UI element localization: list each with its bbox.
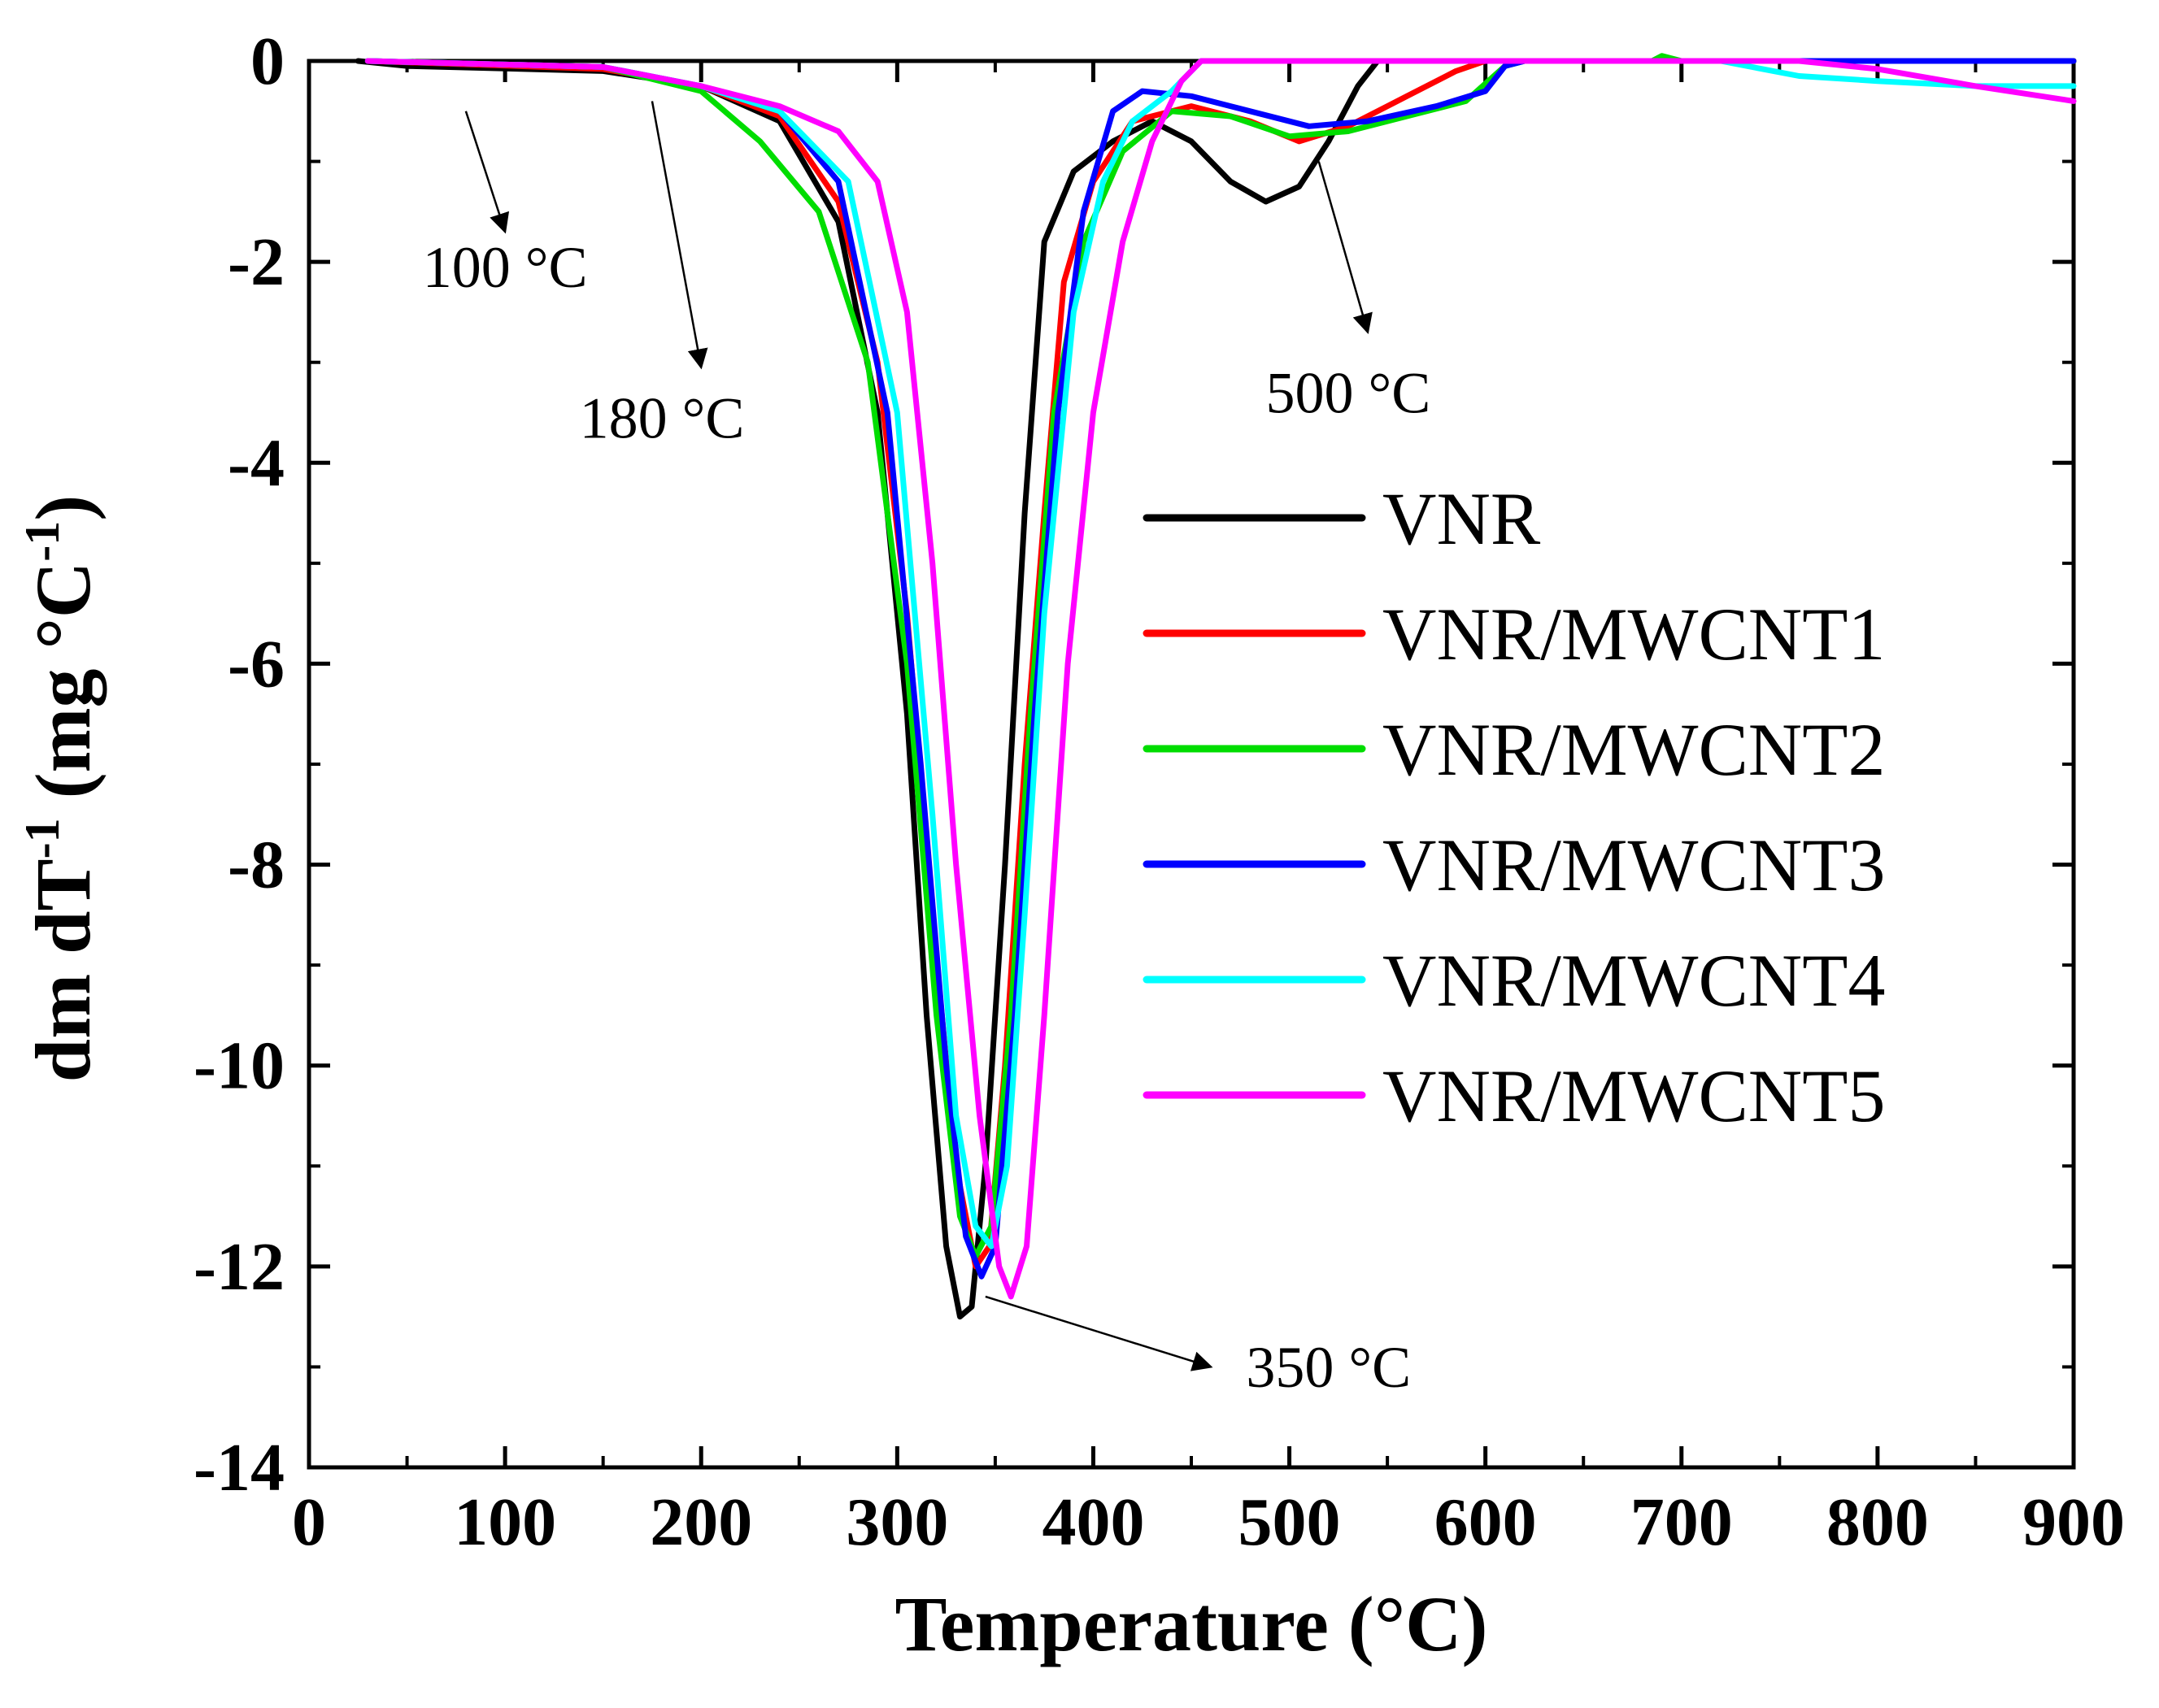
legend-label: VNR/MWCNT3 (1382, 824, 1885, 906)
legend-label: VNR/MWCNT4 (1382, 939, 1885, 1022)
x-tick-label: 700 (1630, 1484, 1733, 1560)
annotation-label: 100 °C (423, 235, 588, 300)
y-tick-label: -4 (228, 425, 285, 501)
y-axis-title-sup: -1 (15, 818, 69, 858)
x-axis-title: Temperature (°C) (895, 1580, 1488, 1667)
legend-label: VNR/MWCNT5 (1382, 1054, 1885, 1137)
x-tick-label: 100 (454, 1484, 556, 1560)
annotation-label: 500 °C (1265, 361, 1430, 426)
series-line-1 (355, 58, 2077, 1320)
x-tick-label: 200 (650, 1484, 752, 1560)
y-tick-label: 0 (250, 24, 285, 99)
annotation-arrow (464, 111, 510, 234)
y-axis-title-close: ) (20, 495, 107, 521)
annotations: 100 °C 180 °C 500 °C 350 °C (423, 101, 1430, 1400)
annotation-label: 180 °C (580, 385, 745, 450)
legend-label: VNR (1382, 477, 1541, 560)
legend-label: VNR/MWCNT2 (1382, 708, 1885, 791)
y-tick-label: -2 (228, 224, 285, 300)
y-tick-label: -10 (194, 1028, 285, 1104)
legend: VNR VNR/MWCNT1 VNR/MWCNT2 VNR/MWCNT3 VNR/MWC… (1143, 477, 1885, 1137)
x-tick-label: 0 (292, 1484, 326, 1560)
y-tick-label: -6 (228, 626, 285, 702)
annotation-arrow (651, 101, 708, 370)
x-tick-label: 600 (1434, 1484, 1537, 1560)
x-tick-label: 800 (1826, 1484, 1929, 1560)
curves (355, 53, 2077, 1320)
y-tick-label: -8 (228, 828, 285, 903)
series-line-6 (364, 58, 2077, 1300)
y-axis-title-unit: (mg °C (20, 562, 107, 819)
axes: 0 100 200 300 400 500 600 700 800 900 0 -2 -4 -6 -8 -10… (15, 24, 2125, 1667)
annotation-arrow (1317, 161, 1373, 335)
y-axis-title-main: dm dT (20, 858, 107, 1082)
y-tick-label: -14 (194, 1430, 285, 1506)
annotation-arrow (985, 1295, 1213, 1371)
legend-label: VNR/MWCNT1 (1382, 593, 1885, 676)
series-line-4 (364, 58, 2077, 1280)
annotation-label: 350 °C (1246, 1335, 1411, 1400)
y-axis-title-unit-sup: -1 (15, 521, 69, 562)
x-tick-label: 400 (1042, 1484, 1144, 1560)
x-tick-label: 300 (846, 1484, 948, 1560)
y-tick-label: -12 (194, 1229, 285, 1305)
x-tick-label: 900 (2022, 1484, 2125, 1560)
y-axis-title: dm dT-1 (mg °C-1) (15, 495, 107, 1082)
x-tick-label: 500 (1238, 1484, 1341, 1560)
series-line-5 (364, 58, 2077, 1249)
